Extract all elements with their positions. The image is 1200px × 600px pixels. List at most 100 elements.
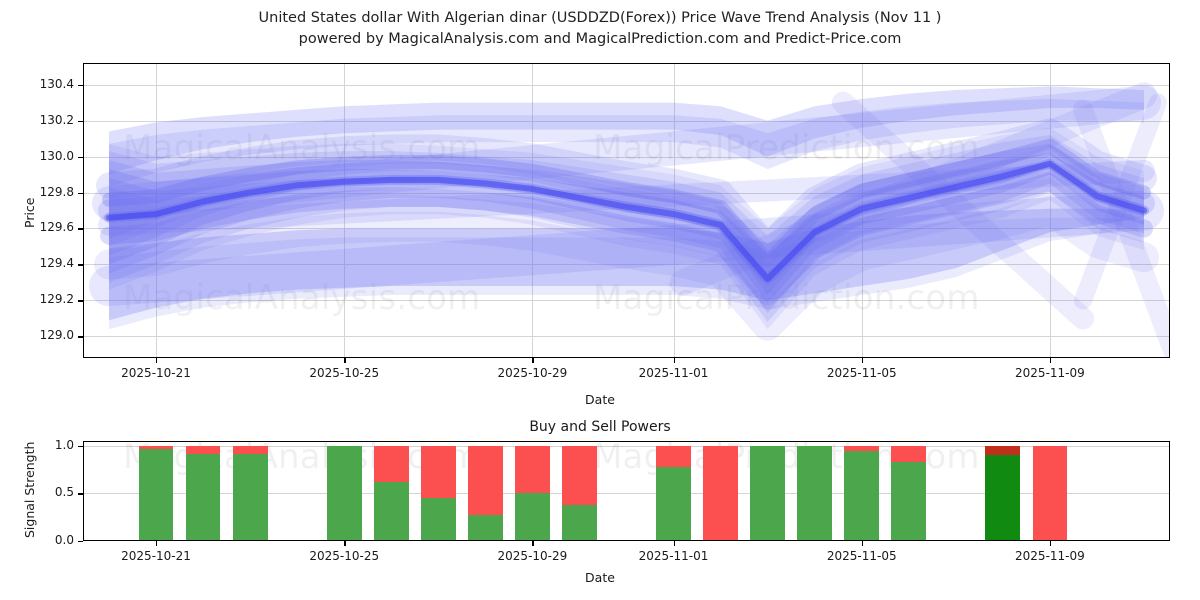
wave-slab-late-rise (670, 82, 1157, 296)
price-y-tick-label: 129.0 (39, 328, 74, 343)
price-x-tick (156, 358, 158, 363)
price-x-tick (861, 358, 864, 363)
price-x-tick-label: 2025-11-09 (1015, 366, 1085, 380)
buy-sell-x-tick-label: 2025-10-29 (497, 549, 568, 563)
sell-power-segment (467, 445, 503, 516)
buy-sell-bar[interactable] (562, 441, 597, 541)
buy-sell-bar[interactable] (703, 441, 738, 541)
buy-sell-bar[interactable] (750, 441, 786, 541)
buy-sell-y-tick-label: 0.0 (54, 533, 74, 547)
sell-power-segment (703, 445, 738, 541)
page-title: United States dollar With Algerian dinar… (0, 8, 1200, 50)
price-gridline-v (532, 63, 534, 358)
price-y-tick (78, 156, 83, 158)
buy-sell-bar[interactable] (985, 441, 1021, 541)
buy-power-segment (844, 450, 880, 541)
wave-core-line (106, 160, 1147, 282)
price-y-tick-label: 129.4 (39, 256, 74, 271)
price-x-tick (344, 358, 346, 363)
buy-sell-bar[interactable] (515, 441, 550, 541)
sell-power-segment (138, 445, 174, 449)
buy-sell-bar[interactable] (797, 441, 833, 541)
price-y-tick-label: 130.2 (39, 112, 74, 127)
buy-sell-bar[interactable] (844, 441, 880, 541)
price-y-tick-label: 130.0 (39, 148, 74, 163)
buy-sell-x-tick-label: 2025-11-01 (638, 549, 709, 563)
buy-sell-x-tick (673, 541, 675, 546)
buy-power-segment (891, 461, 927, 541)
price-gridline-h (83, 156, 1170, 158)
buy-sell-bar[interactable] (656, 441, 691, 541)
buy-sell-bars (83, 441, 1170, 541)
buy-sell-bar[interactable] (891, 441, 927, 541)
wave-slab-tail-rise (1074, 93, 1167, 310)
sell-power-segment (562, 445, 597, 505)
watermark-magicalanalysis-top: MagicalAnalysis.com (123, 128, 481, 168)
buy-sell-bar[interactable] (138, 441, 174, 541)
wave-slab-rising-lower (89, 190, 1164, 307)
buy-power-segment (420, 498, 456, 541)
watermark-magicalanalysis-bars: MagicalAnalysis.com (123, 441, 481, 477)
price-y-tick (78, 192, 83, 194)
buy-sell-gridline-h (83, 445, 1170, 447)
price-gridline-h (83, 120, 1170, 122)
price-y-tick (78, 300, 83, 302)
buy-sell-y-axis-label: Signal Strength (22, 441, 37, 538)
wave-ribbon-1 (98, 145, 1155, 283)
buy-power-segment (985, 455, 1021, 541)
sell-power-segment (985, 445, 1021, 456)
watermark-magicalprediction-bottom: MagicalPrediction.com (593, 278, 980, 318)
wave-slab-rising-mid (98, 159, 1155, 236)
price-y-tick-label: 129.6 (39, 220, 74, 235)
buy-sell-plot-area: MagicalAnalysis.com MagicalPrediction.co… (83, 441, 1170, 541)
price-wave-plot-area: MagicalAnalysis.com MagicalPrediction.co… (83, 63, 1170, 358)
sell-power-segment (891, 445, 927, 462)
buy-power-segment (326, 445, 362, 541)
price-gridline-v (1049, 63, 1051, 358)
price-y-tick (78, 120, 83, 122)
buy-sell-bar[interactable] (420, 441, 456, 541)
price-y-tick (78, 84, 83, 86)
buy-sell-bar[interactable] (185, 441, 221, 541)
buy-sell-x-tick (532, 541, 534, 546)
sell-power-segment (515, 445, 550, 494)
buy-sell-y-tick (78, 541, 83, 543)
buy-sell-bar[interactable] (1032, 441, 1068, 541)
sell-power-segment (1032, 445, 1068, 541)
buy-sell-gridline-h (83, 493, 1170, 495)
price-y-axis-label: Price (22, 197, 37, 229)
buy-sell-bar[interactable] (467, 441, 503, 541)
sell-power-segment (185, 445, 221, 455)
buy-power-segment (797, 445, 833, 541)
buy-power-segment (138, 448, 174, 541)
price-gridline-h (83, 264, 1170, 266)
buy-sell-x-tick-label: 2025-10-25 (309, 549, 380, 563)
wave-slab-tail-fall (1073, 99, 1170, 358)
buy-power-segment (373, 481, 409, 541)
price-x-tick-label: 2025-11-01 (638, 366, 709, 380)
buy-sell-y-tick (78, 493, 83, 495)
price-x-tick-label: 2025-11-05 (826, 366, 897, 380)
sell-power-segment (844, 445, 880, 451)
buy-power-segment (232, 454, 268, 541)
price-gridline-h (83, 336, 1170, 338)
price-x-tick (1049, 358, 1052, 363)
price-x-axis-label: Date (585, 392, 615, 407)
wave-ribbon-5 (104, 158, 1149, 284)
buy-power-segment (185, 454, 221, 541)
price-x-tick-label: 2025-10-29 (497, 366, 568, 380)
buy-sell-bar[interactable] (232, 441, 268, 541)
buy-power-segment (562, 504, 597, 541)
buy-sell-bar[interactable] (326, 441, 362, 541)
buy-sell-y-tick (78, 445, 83, 448)
buy-sell-title: Buy and Sell Powers (529, 419, 671, 435)
price-gridline-h (83, 228, 1170, 230)
buy-power-segment (750, 445, 786, 541)
price-x-tick-label: 2025-10-25 (309, 366, 380, 380)
buy-sell-bar[interactable] (373, 441, 409, 541)
buy-sell-x-tick-label: 2025-11-05 (826, 549, 897, 563)
buy-sell-x-tick-label: 2025-11-09 (1015, 549, 1085, 563)
price-y-tick-label: 129.8 (39, 184, 74, 199)
buy-sell-x-tick (344, 541, 346, 546)
